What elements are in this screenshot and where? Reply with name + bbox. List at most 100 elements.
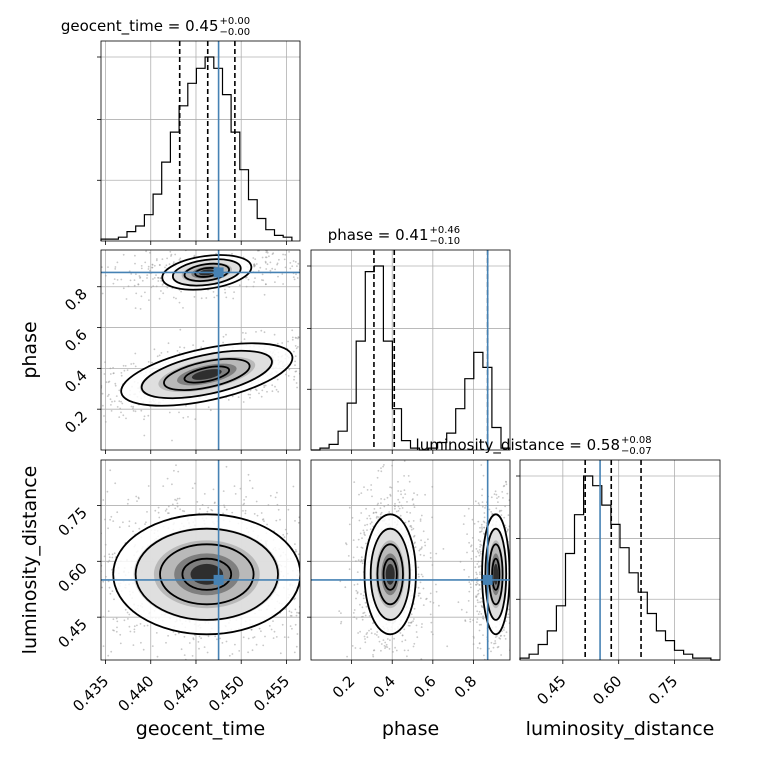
scatter-point-phase_vs_luminosity_distance [477, 601, 479, 604]
scatter-point-geocent_time_vs_luminosity_distance [262, 644, 265, 647]
scatter-point-geocent_time_vs_luminosity_distance [361, 531, 363, 533]
scatter-point-geocent_time_vs_phase [297, 262, 300, 265]
scatter-point-phase_vs_luminosity_distance [468, 581, 471, 583]
scatter-point-geocent_time_vs_phase [271, 390, 274, 393]
scatter-point-phase_vs_luminosity_distance [475, 595, 478, 598]
scatter-point-geocent_time_vs_phase [158, 354, 161, 357]
scatter-point-phase_vs_luminosity_distance [476, 621, 478, 624]
scatter-point-geocent_time_vs_luminosity_distance [176, 497, 179, 500]
scatter-point-geocent_time_vs_luminosity_distance [239, 487, 242, 490]
scatter-point-geocent_time_vs_phase [293, 278, 296, 281]
scatter-point-geocent_time_vs_luminosity_distance [312, 478, 314, 480]
scatter-point-geocent_time_vs_luminosity_distance [295, 614, 298, 617]
scatter-point-phase_vs_luminosity_distance [473, 454, 475, 456]
scatter-point-geocent_time_vs_phase [104, 274, 107, 277]
scatter-point-geocent_time_vs_luminosity_distance [306, 603, 308, 605]
scatter-point-geocent_time_vs_luminosity_distance [91, 536, 93, 538]
scatter-point-phase_vs_luminosity_distance [505, 480, 507, 483]
scatter-point-phase_vs_luminosity_distance [360, 556, 363, 559]
scatter-point-geocent_time_vs_phase [114, 384, 117, 387]
scatter-point-geocent_time_vs_luminosity_distance [308, 586, 310, 588]
scatter-point-geocent_time_vs_phase [301, 351, 303, 353]
scatter-point-phase_vs_luminosity_distance [474, 566, 477, 569]
scatter-point-geocent_time_vs_phase [292, 260, 295, 262]
scatter-point-geocent_time_vs_luminosity_distance [112, 618, 115, 621]
scatter-point-geocent_time_vs_phase [85, 399, 87, 401]
scatter-point-phase_vs_luminosity_distance [504, 667, 506, 669]
scatter-point-geocent_time_vs_phase [159, 264, 161, 266]
scatter-point-phase_vs_luminosity_distance [398, 672, 400, 674]
scatter-point-phase_vs_luminosity_distance [492, 646, 495, 649]
scatter-point-geocent_time_vs_luminosity_distance [303, 521, 305, 523]
scatter-point-geocent_time_vs_phase [183, 346, 186, 349]
scatter-point-phase_vs_luminosity_distance [478, 504, 481, 506]
scatter-point-phase_vs_luminosity_distance [503, 629, 505, 631]
scatter-point-geocent_time_vs_luminosity_distance [214, 670, 216, 672]
scatter-point-phase_vs_luminosity_distance [526, 640, 528, 642]
scatter-point-geocent_time_vs_phase [225, 333, 227, 336]
scatter-point-geocent_time_vs_luminosity_distance [339, 600, 341, 602]
scatter-point-phase_vs_luminosity_distance [360, 512, 363, 514]
scatter-point-geocent_time_vs_luminosity_distance [222, 512, 225, 515]
scatter-point-phase_vs_luminosity_distance [370, 628, 372, 630]
scatter-point-geocent_time_vs_luminosity_distance [157, 506, 160, 509]
density-level-phase_vs_luminosity_distance-0-4 [385, 563, 395, 585]
scatter-point-phase_vs_luminosity_distance [514, 591, 516, 593]
scatter-point-geocent_time_vs_phase [293, 375, 296, 378]
scatter-point-phase_vs_luminosity_distance [373, 508, 376, 510]
xticklabel-luminosity_distance-2: 0.75 [645, 672, 681, 708]
scatter-point-geocent_time_vs_phase [311, 356, 313, 358]
scatter-point-phase_vs_luminosity_distance [500, 654, 502, 656]
scatter-point-geocent_time_vs_phase [122, 253, 125, 256]
scatter-point-phase_vs_luminosity_distance [470, 557, 473, 560]
hist-title-sub-luminosity_distance: −0.07 [621, 446, 652, 457]
scatter-point-phase_vs_luminosity_distance [505, 670, 507, 672]
scatter-point-geocent_time_vs_phase [187, 416, 189, 418]
scatter-point-geocent_time_vs_luminosity_distance [98, 573, 100, 575]
scatter-point-phase_vs_luminosity_distance [395, 510, 398, 513]
scatter-point-geocent_time_vs_phase [151, 263, 154, 266]
scatter-point-phase_vs_luminosity_distance [424, 541, 426, 544]
scatter-point-phase_vs_luminosity_distance [471, 537, 474, 539]
scatter-point-phase_vs_luminosity_distance [352, 539, 355, 541]
scatter-point-phase_vs_luminosity_distance [355, 589, 358, 592]
scatter-point-geocent_time_vs_phase [135, 292, 138, 295]
scatter-point-geocent_time_vs_luminosity_distance [321, 542, 323, 544]
scatter-point-phase_vs_luminosity_distance [490, 496, 493, 499]
scatter-point-phase_vs_luminosity_distance [494, 640, 497, 642]
scatter-point-geocent_time_vs_luminosity_distance [117, 662, 119, 664]
scatter-point-phase_vs_luminosity_distance [419, 518, 422, 521]
scatter-point-geocent_time_vs_luminosity_distance [86, 599, 88, 601]
scatter-point-phase_vs_luminosity_distance [493, 642, 495, 645]
xticklabel-phase-1: 0.4 [369, 672, 399, 702]
scatter-point-geocent_time_vs_phase [294, 355, 297, 358]
contour-geocent_time_vs_phase-1-0 [161, 254, 253, 291]
scatter-point-phase_vs_luminosity_distance [422, 587, 425, 590]
hist-title-geocent_time: geocent_time = 0.45 [61, 17, 219, 36]
xticklabel-phase-2: 0.6 [410, 672, 440, 702]
scatter-point-phase_vs_luminosity_distance [512, 578, 514, 580]
scatter-point-phase_vs_luminosity_distance [511, 575, 513, 577]
scatter-point-geocent_time_vs_luminosity_distance [48, 612, 50, 614]
scatter-point-phase_vs_luminosity_distance [514, 544, 516, 546]
scatter-point-geocent_time_vs_luminosity_distance [203, 646, 206, 648]
scatter-point-geocent_time_vs_luminosity_distance [175, 464, 177, 467]
scatter-point-geocent_time_vs_phase [89, 279, 91, 281]
scatter-point-phase_vs_luminosity_distance [423, 554, 425, 557]
scatter-point-phase_vs_luminosity_distance [478, 629, 481, 632]
scatter-point-phase_vs_luminosity_distance [339, 580, 342, 583]
scatter-point-phase_vs_luminosity_distance [505, 483, 508, 486]
scatter-point-geocent_time_vs_luminosity_distance [297, 521, 300, 524]
scatter-point-geocent_time_vs_luminosity_distance [140, 641, 142, 644]
scatter-point-geocent_time_vs_phase [165, 264, 168, 267]
scatter-point-geocent_time_vs_luminosity_distance [290, 615, 293, 617]
scatter-point-phase_vs_luminosity_distance [466, 533, 468, 535]
scatter-point-phase_vs_luminosity_distance [479, 546, 481, 548]
scatter-point-geocent_time_vs_phase [185, 404, 187, 407]
scatter-point-geocent_time_vs_phase [90, 415, 92, 417]
scatter-point-phase_vs_luminosity_distance [380, 649, 382, 652]
scatter-point-geocent_time_vs_phase [205, 297, 208, 299]
scatter-point-phase_vs_luminosity_distance [409, 525, 412, 528]
scatter-point-phase_vs_luminosity_distance [360, 492, 363, 494]
scatter-point-geocent_time_vs_luminosity_distance [342, 577, 344, 579]
